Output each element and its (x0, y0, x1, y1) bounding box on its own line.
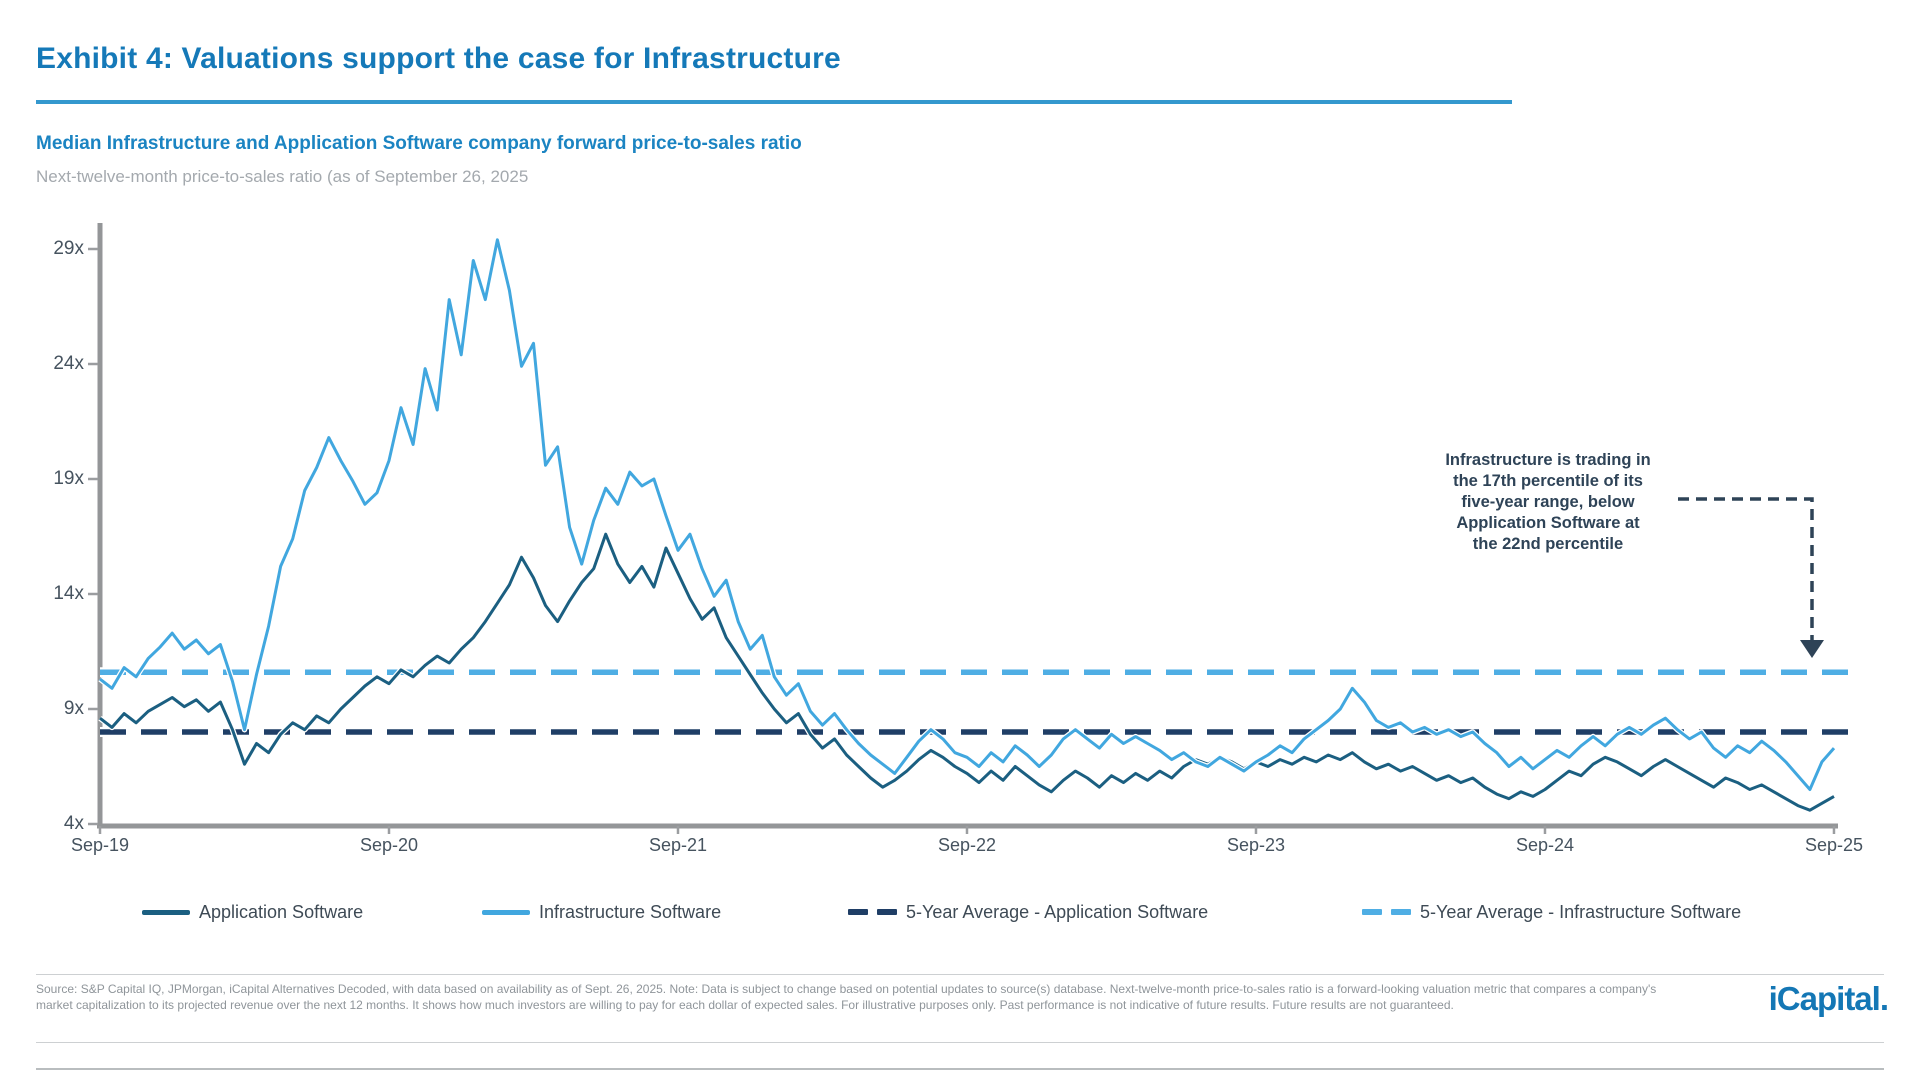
y-tick-label: 14x (53, 583, 84, 604)
legend-item-5yr-average-application: 5-Year Average - Application Software (848, 899, 1208, 925)
source-line-2: market capitalization to its projected r… (36, 997, 1454, 1012)
legend-label: 5-Year Average - Infrastructure Software (1420, 901, 1742, 922)
bottom-rule-2 (36, 1068, 1884, 1070)
y-tick-label: 29x (53, 238, 84, 259)
y-tick-label: 24x (53, 353, 84, 374)
legend-label: 5-Year Average - Application Software (906, 901, 1209, 922)
legend-item-application-software: Application Software (142, 899, 363, 925)
legend-label: Application Software (199, 901, 364, 922)
legend-item-infrastructure-software: Infrastructure Software (482, 899, 721, 925)
icapital-logo: iCapital. (1768, 980, 1889, 1017)
chart-subtitle: Median Infrastructure and Application So… (36, 133, 802, 154)
legend-item-5yr-average-infrastructure: 5-Year Average - Infrastructure Software (1362, 899, 1741, 925)
x-tick-label: Sep-24 (1515, 835, 1574, 855)
page-title: Exhibit 4: Valuations support the case f… (36, 42, 841, 75)
chart-note: Next-twelve-month price-to-sales ratio (… (36, 167, 529, 186)
infrastructure-software-line (99, 238, 1836, 791)
x-tick-label: Sep-21 (648, 835, 707, 855)
infrastructure-software-swatch (482, 909, 530, 915)
x-tick-label: Sep-20 (359, 835, 418, 855)
bottom-rule-1 (36, 1042, 1884, 1043)
avg-infrastructure-swatch (1362, 909, 1411, 915)
application-software-line (99, 532, 1835, 812)
annotation-arrow-line (1678, 497, 1814, 640)
x-tick-label: Sep-22 (937, 835, 996, 855)
legend-label: Infrastructure Software (539, 901, 722, 922)
title-underline (36, 100, 1512, 104)
x-tick-label: Sep-25 (1804, 835, 1863, 855)
source-disclaimer: Source: S&P Capital IQ, JPMorgan, iCapit… (36, 982, 1726, 1013)
y-tick-label: 4x (63, 813, 84, 834)
annotation-arrowhead-icon (1800, 640, 1824, 658)
source-line-1: Source: S&P Capital IQ, JPMorgan, iCapit… (36, 982, 1657, 996)
y-tick-marks (88, 247, 98, 826)
percentile-annotation: Infrastructure is trading in the 17th pe… (1445, 451, 1651, 553)
avg-application-swatch (848, 909, 897, 915)
footer-top-rule (36, 974, 1884, 975)
y-tick-label: 19x (53, 468, 84, 489)
x-tick-label: Sep-23 (1226, 835, 1285, 855)
y-tick-label: 9x (63, 698, 84, 719)
x-tick-label: Sep-19 (70, 835, 130, 855)
x-tick-marks (98, 826, 1836, 834)
application-software-swatch (142, 909, 190, 915)
